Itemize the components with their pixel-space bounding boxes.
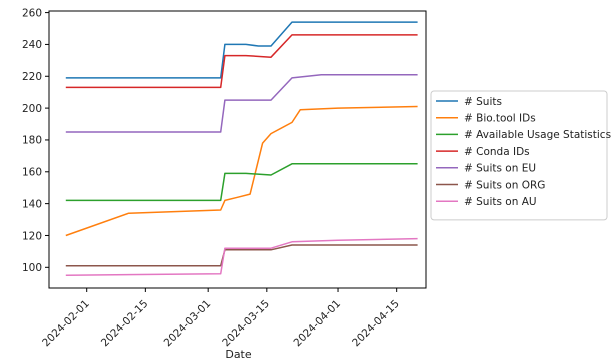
legend-label: # Suits on AU: [464, 196, 537, 208]
y-axis: 100 120 140 160 180 200 220 240 260: [22, 7, 49, 274]
legend-label: # Suits on EU: [464, 163, 536, 175]
plot-frame: [48, 10, 427, 289]
series-line-5: [65, 73, 418, 133]
legend-box: [430, 90, 608, 221]
y-tick-label: 140: [22, 198, 42, 210]
y-tick-label: 180: [22, 135, 42, 147]
series-line-6: [65, 244, 418, 267]
series-lines: [65, 21, 418, 277]
x-tick-label: 2024-02-15: [99, 298, 151, 350]
legend: # Suits # Bio.tool IDs # Available Usage S…: [430, 90, 611, 221]
series-line-2: [65, 105, 418, 237]
series-line-1: [65, 21, 418, 79]
y-tick-label: 120: [22, 230, 42, 242]
legend-label: # Conda IDs: [464, 146, 530, 158]
y-tick-label: 240: [22, 39, 42, 51]
legend-label: # Suits: [464, 96, 502, 108]
x-axis-title: Date: [225, 348, 252, 361]
legend-label: # Bio.tool IDs: [464, 113, 536, 125]
x-tick-label: 2024-02-01: [40, 298, 92, 350]
x-axis: 2024-02-01 2024-02-15 2024-03-01 2024-03-15…: [40, 288, 402, 349]
x-tick-label: 2024-03-01: [162, 298, 214, 350]
series-line-4: [65, 34, 418, 89]
y-tick-label: 260: [22, 7, 42, 19]
y-tick-label: 100: [22, 262, 42, 274]
x-tick-label: 2024-04-15: [350, 298, 402, 350]
series-line-7: [65, 237, 418, 277]
x-tick-label: 2024-04-01: [292, 298, 344, 350]
y-tick-label: 200: [22, 103, 42, 115]
series-line-3: [65, 163, 418, 202]
legend-label: # Available Usage Statistics: [464, 129, 611, 141]
x-tick-label: 2024-03-15: [220, 298, 272, 350]
y-tick-label: 160: [22, 167, 42, 179]
y-tick-label: 220: [22, 71, 42, 83]
legend-label: # Suits on ORG: [464, 179, 545, 191]
